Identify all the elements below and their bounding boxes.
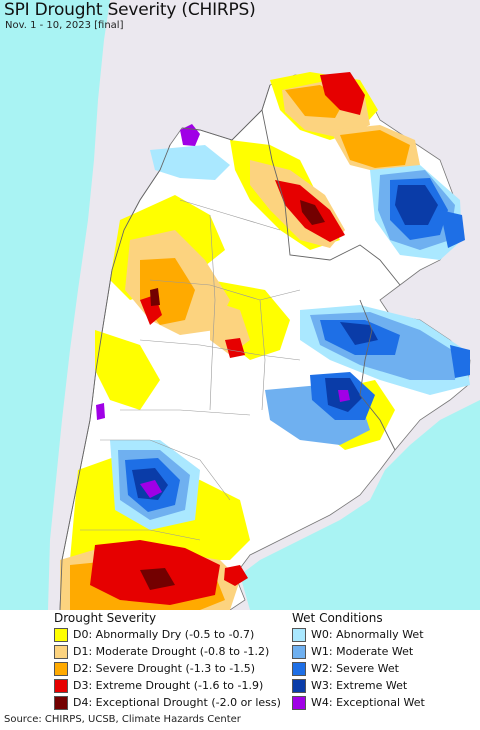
swatch-d0 <box>54 627 68 642</box>
legend-wet: Wet Conditions W0: Abnormally Wet W1: Mo… <box>292 610 425 711</box>
border-paraguay <box>261 109 401 286</box>
d3-patch <box>224 565 248 586</box>
title-block: SPI Drought Severity (CHIRPS) Nov. 1 - 1… <box>4 0 256 32</box>
legend-item-d4: D4: Exceptional Drought (-2.0 or less) <box>54 694 281 711</box>
province-line <box>259 299 266 411</box>
legend-drought-title: Drought Severity <box>54 611 157 625</box>
borders <box>59 84 401 610</box>
border-andes <box>59 144 171 610</box>
legend-label-d3: D3: Extreme Drought (-1.6 to -1.9) <box>73 679 264 692</box>
legend-item-w1: W1: Moderate Wet <box>292 643 425 660</box>
swatch-w3 <box>292 678 306 693</box>
legend-item-w0: W0: Abnormally Wet <box>292 626 425 643</box>
legend-item-w4: W4: Exceptional Wet <box>292 694 425 711</box>
legend-label-w4: W4: Exceptional Wet <box>311 696 425 709</box>
border-bolivia <box>181 84 271 141</box>
w4-patch <box>140 480 162 498</box>
d3-patch <box>225 338 245 358</box>
legend-item-d3: D3: Extreme Drought (-1.6 to -1.9) <box>54 677 281 694</box>
legend-label-w3: W3: Extreme Wet <box>311 679 408 692</box>
swatch-w2 <box>292 661 306 676</box>
w2-patch <box>440 210 465 248</box>
swatch-w4 <box>292 695 306 710</box>
legend-label-d0: D0: Abnormally Dry (-0.5 to -0.7) <box>73 628 255 641</box>
wet-patches <box>96 124 470 530</box>
w2-patch <box>450 345 470 378</box>
w3-patch <box>340 322 378 345</box>
legend-item-w2: W2: Severe Wet <box>292 660 425 677</box>
legend-item-d0: D0: Abnormally Dry (-0.5 to -0.7) <box>54 626 281 643</box>
swatch-d4 <box>54 695 68 710</box>
d4-patch <box>150 288 160 306</box>
w3-patch <box>395 185 438 225</box>
atlantic-ocean <box>240 400 480 610</box>
d0-patch <box>95 330 160 410</box>
legend-item-d2: D2: Severe Drought (-1.3 to -1.5) <box>54 660 281 677</box>
legend-label-w0: W0: Abnormally Wet <box>311 628 424 641</box>
province-line <box>179 199 281 231</box>
map-subtitle: Nov. 1 - 10, 2023 [final] <box>5 20 124 31</box>
province-line <box>149 279 301 301</box>
drought-map <box>0 0 480 610</box>
map-area: SPI Drought Severity (CHIRPS) Nov. 1 - 1… <box>0 0 480 610</box>
w4-patch <box>338 390 350 402</box>
w4-patch <box>96 403 105 420</box>
d2-patch <box>340 130 410 168</box>
swatch-w1 <box>292 644 306 659</box>
legend-label-w1: W1: Moderate Wet <box>311 645 414 658</box>
legend-label-d2: D2: Severe Drought (-1.3 to -1.5) <box>73 662 256 675</box>
d4-patch <box>140 568 175 590</box>
legend-label-d1: D1: Moderate Drought (-0.8 to -1.2) <box>73 645 270 658</box>
legend-item-d1: D1: Moderate Drought (-0.8 to -1.2) <box>54 643 281 660</box>
legend-label-d4: D4: Exceptional Drought (-2.0 or less) <box>73 696 281 709</box>
legend-label-w2: W2: Severe Wet <box>311 662 399 675</box>
source-credit: Source: CHIRPS, UCSB, Climate Hazards Ce… <box>4 714 241 725</box>
province-line <box>209 214 216 411</box>
legend-item-w3: W3: Extreme Wet <box>292 677 425 694</box>
swatch-w0 <box>292 627 306 642</box>
map-title: SPI Drought Severity (CHIRPS) <box>4 0 256 20</box>
d3-patch <box>320 72 365 115</box>
border-uruguay <box>359 299 396 451</box>
w0-patch <box>150 145 230 180</box>
legend-drought: Drought Severity D0: Abnormally Dry (-0.… <box>54 610 281 711</box>
pacific-ocean <box>0 0 110 610</box>
province-line <box>139 339 301 361</box>
province-line <box>100 439 231 501</box>
swatch-d3 <box>54 678 68 693</box>
legend-wet-title: Wet Conditions <box>292 611 383 625</box>
d4-patch <box>300 200 325 225</box>
swatch-d2 <box>54 661 68 676</box>
swatch-d1 <box>54 644 68 659</box>
province-line <box>120 409 251 416</box>
province-line <box>80 529 201 541</box>
